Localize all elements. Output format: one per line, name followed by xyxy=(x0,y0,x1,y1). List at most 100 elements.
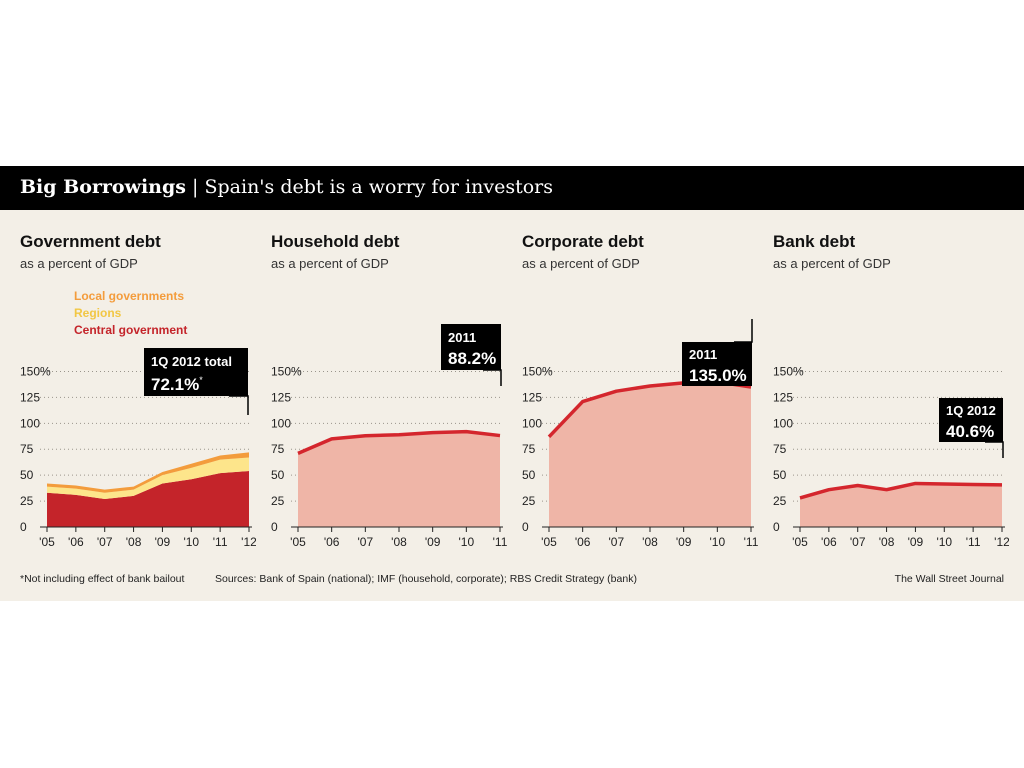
plot-area xyxy=(47,452,249,527)
government-debt-chart: Government debt as a percent of GDP 150%… xyxy=(0,166,256,596)
legend: Local governments Regions Central governme… xyxy=(74,289,187,337)
x-axis: '05 '06 '07 '08 '09 '10 '11 '12 xyxy=(39,526,256,549)
x-tick-label: '10 xyxy=(183,535,199,549)
regions-area xyxy=(47,457,249,500)
y-tick-label: 125 xyxy=(773,390,793,404)
callout-box xyxy=(441,324,501,370)
x-tick-label: '06 xyxy=(575,535,591,549)
chart-subtitle: as a percent of GDP xyxy=(522,256,640,271)
callout-leader xyxy=(229,395,249,415)
y-tick-label: 0 xyxy=(773,520,780,534)
header-title: Big Borrowings | Spain's debt is a worry… xyxy=(20,176,553,198)
y-tick-label: 0 xyxy=(271,520,278,534)
y-tick-label: 25 xyxy=(20,494,34,508)
x-tick-label: '10 xyxy=(936,535,952,549)
value-callout: 1Q 2012 40.6% xyxy=(939,398,1004,458)
x-tick-label: '11 xyxy=(744,535,758,549)
x-tick-label: '07 xyxy=(97,535,113,549)
callout-label: 2011 xyxy=(448,330,476,345)
x-tick-label: '09 xyxy=(908,535,924,549)
x-tick-label: '05 xyxy=(541,535,557,549)
central-government-area xyxy=(47,471,249,527)
callout-label: 1Q 2012 total xyxy=(151,354,232,369)
y-tick-label: 25 xyxy=(773,494,787,508)
x-tick-label: '05 xyxy=(290,535,306,549)
chart-subtitle: as a percent of GDP xyxy=(20,256,138,271)
x-tick-label: '12 xyxy=(994,535,1009,549)
callout-label: 2011 xyxy=(689,347,717,362)
callout-value: 135.0% xyxy=(689,366,747,385)
y-tick-label: 125 xyxy=(20,390,40,404)
y-tick-label: 50 xyxy=(522,468,536,482)
y-tick-label: 50 xyxy=(773,468,787,482)
footnote: *Not including effect of bank bailout xyxy=(20,573,185,585)
value-callout: 2011 135.0% xyxy=(682,319,753,386)
series-line xyxy=(799,481,1003,500)
callout-leader xyxy=(985,441,1004,458)
y-tick-label: 75 xyxy=(522,442,536,456)
y-tick-label: 100 xyxy=(271,416,291,430)
x-tick-label: '11 xyxy=(213,535,228,549)
x-tick-label: '06 xyxy=(68,535,84,549)
callout-value: 88.2% xyxy=(448,349,496,368)
callout-box xyxy=(144,348,248,396)
y-tick-label: 75 xyxy=(773,442,787,456)
y-tick-label: 150% xyxy=(20,364,51,378)
callout-footnote-mark: * xyxy=(199,375,203,385)
callout-value: 72.1%* xyxy=(151,375,203,394)
x-tick-label: '12 xyxy=(241,535,256,549)
chart-plot: 150% 125 100 75 50 25 0 '05 '06 '07 '08 '09 '10 '11 20… xyxy=(271,324,507,549)
corporate-debt-chart: Corporate debt as a percent of GDP 150% 1… xyxy=(502,166,758,596)
chart-plot: 150% 125 100 75 50 25 0 '05 '06 '07 '08 '09 '10 '11 20… xyxy=(522,319,758,549)
y-tick-label: 100 xyxy=(522,416,542,430)
series-area xyxy=(800,483,1002,527)
chart-plot: 150% 125 100 75 50 25 0 '05 '06 '07 '08 '09 '10 '11 '1… xyxy=(773,364,1009,549)
callout-value: 40.6% xyxy=(946,422,994,441)
x-tick-label: '09 xyxy=(676,535,692,549)
y-tick-label: 50 xyxy=(20,468,34,482)
x-tick-label: '07 xyxy=(609,535,625,549)
y-tick-label: 75 xyxy=(20,442,34,456)
header-bar: Big Borrowings | Spain's debt is a worry… xyxy=(0,166,1024,210)
callout-leader xyxy=(483,369,502,386)
x-tick-label: '07 xyxy=(358,535,374,549)
local-governments-area xyxy=(47,452,249,493)
y-tick-label: 150% xyxy=(522,364,553,378)
chart-plot: 150% 125 100 75 50 25 0 Local governments Region… xyxy=(20,289,256,549)
y-tick-label: 25 xyxy=(522,494,536,508)
x-tick-label: '08 xyxy=(391,535,407,549)
x-tick-label: '09 xyxy=(155,535,171,549)
value-callout: 1Q 2012 total 72.1%* xyxy=(144,348,249,415)
legend-entry: Local governments xyxy=(74,289,184,303)
callout-box xyxy=(682,342,752,386)
x-axis: '05 '06 '07 '08 '09 '10 '11 '12 xyxy=(792,526,1009,549)
household-debt-chart: Household debt as a percent of GDP 150% 1… xyxy=(251,166,507,596)
plot-area xyxy=(297,429,501,527)
x-tick-label: '07 xyxy=(850,535,866,549)
y-tick-label: 50 xyxy=(271,468,285,482)
legend-entry: Regions xyxy=(74,306,122,320)
y-tick-label: 100 xyxy=(20,416,40,430)
x-axis: '05 '06 '07 '08 '09 '10 '11 xyxy=(290,526,507,549)
legend-entry: Central government xyxy=(74,323,187,337)
x-axis: '05 '06 '07 '08 '09 '10 '11 xyxy=(541,526,758,549)
chart-subtitle: as a percent of GDP xyxy=(271,256,389,271)
x-tick-label: '10 xyxy=(710,535,726,549)
y-tick-label: 125 xyxy=(522,390,542,404)
y-tick-label: 0 xyxy=(522,520,529,534)
plot-area xyxy=(799,481,1003,527)
value-callout: 2011 88.2% xyxy=(441,324,502,386)
y-tick-label: 0 xyxy=(20,520,27,534)
bank-debt-chart: Bank debt as a percent of GDP 150% 125 100… xyxy=(753,166,1009,596)
y-tick-label: 150% xyxy=(271,364,302,378)
x-tick-label: '06 xyxy=(324,535,340,549)
callout-label: 1Q 2012 xyxy=(946,403,996,418)
headline: Big Borrowings xyxy=(20,176,186,198)
x-tick-label: '09 xyxy=(425,535,441,549)
x-tick-label: '06 xyxy=(821,535,837,549)
x-tick-label: '08 xyxy=(126,535,142,549)
x-tick-label: '11 xyxy=(966,535,981,549)
callout-leader xyxy=(734,319,753,343)
plot-area xyxy=(547,380,752,527)
x-tick-label: '05 xyxy=(792,535,808,549)
